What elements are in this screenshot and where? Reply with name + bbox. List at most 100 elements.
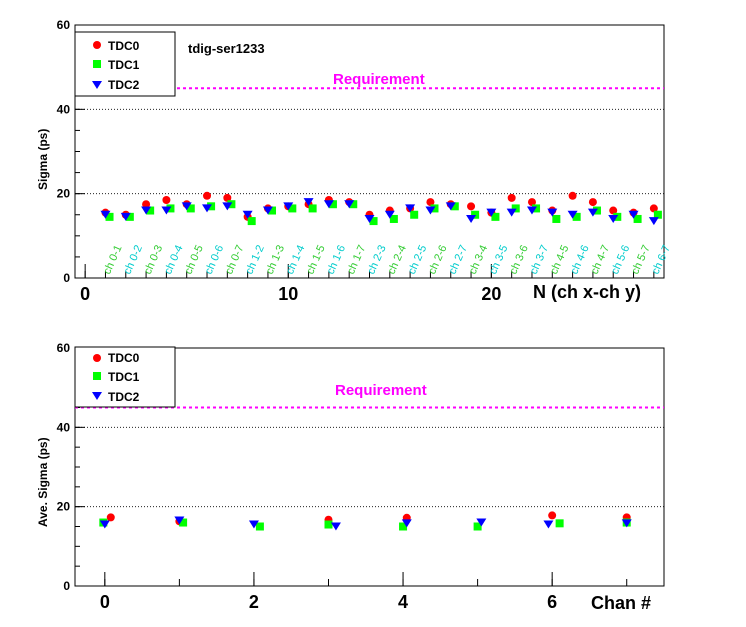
- tdc2-point-7: [222, 202, 233, 211]
- grid-top: [75, 24, 664, 195]
- tdc2-point-2: [174, 516, 185, 525]
- x-tick-label-10: 10: [278, 284, 298, 304]
- requirement-label-bottom: Requirement: [335, 382, 427, 399]
- tdc1-point-3: [146, 206, 155, 215]
- tdc2-point-21: [506, 208, 517, 217]
- y-axis-label-top: Sigma (ps): [36, 129, 50, 190]
- tdc0-point-17: [426, 198, 435, 207]
- tdc2-point-23: [547, 208, 558, 217]
- x-axis-label-bottom: Chan #: [591, 593, 651, 613]
- tdc0-point-4: [162, 195, 171, 204]
- tdc1-point-2: [179, 518, 188, 527]
- tdc1-point-1: [105, 212, 114, 221]
- tdc2-point-20: [486, 208, 497, 217]
- tdc1-point-12: [328, 200, 337, 209]
- tdc1-point-17: [430, 204, 439, 213]
- tdc0-point-21: [507, 193, 516, 202]
- x-ticks-top: 0 10 20: [80, 264, 655, 304]
- tdc0-point-26: [609, 206, 618, 215]
- tdc2-point-26: [608, 214, 619, 223]
- tdc2-point-24: [567, 210, 578, 219]
- tdc1-point-27: [633, 214, 642, 223]
- channel-label-28: ch 6-7: [650, 243, 673, 276]
- legend-bottom: TDC0 TDC1 TDC2: [74, 346, 176, 408]
- legend-marker-tdc2-top: [92, 81, 102, 89]
- x-tick-label-20: 20: [481, 284, 501, 304]
- tdc2-point-4: [330, 522, 341, 531]
- tdc0-point-19: [467, 202, 476, 211]
- tdc2-point-1: [100, 210, 111, 219]
- tdc1-point-2: [125, 212, 134, 221]
- y-tick-label-20: 20: [57, 500, 71, 514]
- tdc1-point-21: [511, 204, 520, 213]
- tdc0-point-3: [142, 200, 151, 209]
- tdc2-point-5: [401, 519, 412, 528]
- tdc1-point-24: [572, 212, 581, 221]
- tdc2-point-19: [466, 214, 477, 223]
- tdc2-point-7: [543, 520, 554, 529]
- x-tick-label-0: 0: [100, 592, 110, 612]
- x-tick-label-6: 6: [547, 592, 557, 612]
- tdc1-point-25: [592, 206, 601, 215]
- tdc2-point-3: [248, 520, 259, 529]
- legend-top: TDC0 TDC1 TDC2: [74, 31, 176, 97]
- tdc2-point-28: [648, 217, 659, 226]
- y-tick-label-40: 40: [57, 420, 71, 434]
- tdc2-point-25: [587, 208, 598, 217]
- tdc1-point-14: [369, 217, 378, 226]
- tdc0-point-25: [588, 198, 597, 207]
- y-tick-label-0: 0: [63, 579, 70, 593]
- legend-marker-tdc0-bottom: [93, 354, 101, 362]
- tdc2-point-6: [202, 204, 213, 213]
- y-tick-label-60: 60: [57, 18, 71, 32]
- tdc1-point-4: [166, 204, 175, 213]
- tdc1-point-23: [552, 214, 561, 223]
- tdc0-point-7: [223, 193, 232, 202]
- legend-label-tdc2-top: TDC2: [108, 78, 140, 92]
- tdc1-point-28: [653, 210, 662, 219]
- legend-label-tdc1-bottom: TDC1: [108, 370, 140, 384]
- tdc2-point-2: [120, 212, 131, 221]
- x-tick-label-4: 4: [398, 592, 408, 612]
- tdc2-point-22: [526, 206, 537, 215]
- legend-label-tdc1-top: TDC1: [108, 58, 140, 72]
- legend-label-tdc0-bottom: TDC0: [108, 351, 140, 365]
- tdc1-point-19: [471, 210, 480, 219]
- tdc2-point-3: [141, 206, 152, 215]
- tdc2-point-11: [303, 198, 314, 207]
- tdc1-point-10: [288, 204, 297, 213]
- tdc1-point-3: [255, 522, 264, 531]
- tdc1-point-18: [450, 202, 459, 211]
- tdc1-point-4: [324, 520, 333, 529]
- legend-box-top: [74, 31, 176, 97]
- legend-label-tdc2-bottom: TDC2: [108, 390, 140, 404]
- grid-bottom: [75, 347, 664, 508]
- tdc2-point-9: [262, 206, 273, 215]
- tdc2-point-8: [242, 210, 253, 219]
- tdc2-point-4: [161, 206, 172, 215]
- tdc1-point-15: [389, 214, 398, 223]
- channel-labels: ch 0-1ch 0-2ch 0-3ch 0-4ch 0-5ch 0-6ch 0…: [101, 243, 673, 276]
- tdc1-point-5: [186, 204, 195, 213]
- y-axis-label-bottom: Ave. Sigma (ps): [36, 437, 50, 527]
- tdc1-point-9: [268, 206, 277, 215]
- tdc0-point-6: [203, 191, 212, 200]
- y-tick-label-0: 0: [63, 271, 70, 285]
- chart-title: tdig-ser1233: [188, 41, 265, 56]
- panel-top: 0 20 40 60 0 10 20 Requirement tdig-ser1233 N…: [36, 18, 673, 304]
- legend-marker-tdc0-top: [93, 41, 101, 49]
- tdc1-point-13: [349, 200, 358, 209]
- tdc1-point-6: [207, 202, 216, 211]
- tdc1-point-22: [532, 204, 541, 213]
- tdc2-point-12: [323, 200, 334, 209]
- tdc2-point-27: [628, 210, 639, 219]
- tdc0-point-28: [649, 204, 658, 213]
- y-tick-label-40: 40: [57, 102, 71, 116]
- tdc2-point-10: [283, 202, 294, 211]
- tdc1-point-5: [399, 522, 408, 531]
- tdc2-point-16: [405, 204, 416, 213]
- legend-label-tdc0-top: TDC0: [108, 39, 140, 53]
- tdc2-point-8: [621, 519, 632, 528]
